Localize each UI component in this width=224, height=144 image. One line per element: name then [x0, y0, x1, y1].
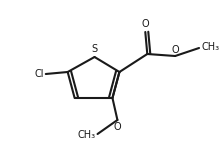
Text: S: S [91, 44, 98, 54]
Text: O: O [114, 122, 121, 132]
Text: CH₃: CH₃ [201, 42, 219, 52]
Text: O: O [171, 45, 179, 55]
Text: Cl: Cl [34, 69, 44, 79]
Text: CH₃: CH₃ [78, 130, 96, 140]
Text: O: O [142, 19, 149, 29]
